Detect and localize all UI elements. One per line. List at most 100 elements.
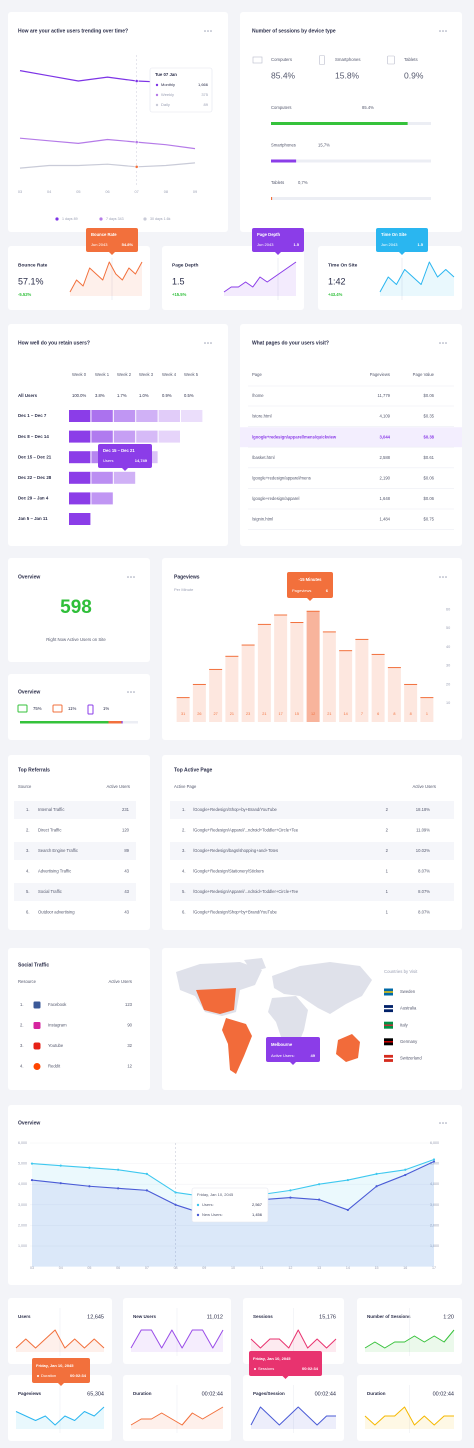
card-title: Sessions — [253, 1314, 273, 1319]
label: 1. — [26, 807, 30, 812]
label: Australia — [400, 1006, 417, 1011]
point — [346, 1208, 349, 1212]
label: Dec 15 – Dec 21 — [103, 448, 135, 453]
label: 89 — [124, 848, 129, 853]
label: Friday, Jan 10, 2045 — [197, 1192, 234, 1197]
icon — [252, 56, 263, 64]
x-tick-label: 7 — [361, 712, 363, 716]
label: 0.5% — [184, 393, 194, 398]
label: Source — [18, 784, 32, 789]
label: 11,779 — [378, 393, 391, 398]
label: 8.07% — [418, 910, 430, 915]
big-number: 598 — [60, 597, 92, 618]
label: 2. — [20, 1023, 24, 1028]
menu-dot — [445, 576, 447, 578]
point — [88, 1185, 91, 1188]
label: 4. — [182, 869, 186, 874]
card-title: Users — [18, 1314, 31, 1319]
bar — [209, 669, 223, 722]
cohort-cell — [113, 430, 136, 443]
cohort-cell — [113, 410, 136, 422]
label: 00:02:34 — [302, 1366, 319, 1371]
tooltip-dot — [196, 1213, 200, 1217]
menu-dot — [442, 342, 444, 344]
label: 2,567 — [252, 1202, 263, 1207]
label: 43 — [124, 889, 129, 894]
x-tick-label: 08 — [174, 1266, 178, 1270]
change: +15.5% — [172, 292, 187, 297]
menu-dot — [210, 30, 212, 32]
label: Daily — [161, 102, 170, 107]
label: 120 — [122, 828, 130, 833]
bar — [387, 667, 401, 722]
label: 5. — [182, 889, 186, 894]
menu-dot — [207, 342, 209, 344]
label: 1,484 — [380, 517, 391, 522]
stat-value: 00:02:44 — [202, 1391, 223, 1397]
point — [88, 1166, 91, 1169]
x-tick-label: 8 — [393, 712, 395, 716]
tooltip-pointer — [109, 252, 115, 255]
bar — [322, 631, 336, 722]
flag-stripe — [384, 1041, 393, 1043]
cohort-cell — [69, 513, 91, 525]
label: Switzerland — [400, 1056, 422, 1061]
menu-dot — [133, 691, 135, 693]
label: $0.38 — [424, 434, 435, 439]
menu-dot — [442, 576, 444, 578]
label: 90 — [127, 1023, 132, 1028]
subtitle: Per Minute — [174, 587, 194, 592]
label: Week 4 — [162, 372, 177, 377]
label: Dec 8 – Dec 14 — [18, 434, 49, 439]
cohort-cell — [113, 471, 136, 484]
label: Right Now Active Users on Site — [46, 637, 106, 642]
label: Page — [252, 372, 262, 377]
point — [145, 1189, 148, 1192]
point — [318, 1198, 321, 1201]
x-tick-label: 13 — [317, 1266, 321, 1270]
card-title: Overview — [18, 689, 40, 695]
label: 3. — [20, 1043, 24, 1048]
menu-dot — [445, 1122, 447, 1124]
sparkline — [250, 1406, 336, 1426]
label: 14,749 — [135, 458, 148, 463]
series-line — [19, 137, 196, 150]
change: -5.52% — [18, 292, 32, 297]
menu-dot — [204, 30, 206, 32]
label: Duration — [41, 1373, 56, 1378]
label: $0.61 — [424, 455, 435, 460]
label: 11.09% — [416, 828, 430, 833]
card — [8, 674, 150, 740]
label: Youtube — [48, 1043, 64, 1048]
flag-stripe — [384, 1057, 393, 1060]
label: Facebook — [48, 1002, 67, 1007]
card — [162, 246, 304, 310]
label: /Google+Redesign/Shop+by+Brand/YouTube — [193, 910, 278, 915]
label: 1 — [386, 869, 389, 874]
label: Week 5 — [184, 372, 199, 377]
card-title: Number of Sessions — [367, 1314, 411, 1319]
label: Jan 5 – Jan 11 — [18, 516, 48, 521]
sparkline-area — [365, 1407, 454, 1429]
point — [432, 1160, 436, 1163]
card — [8, 558, 150, 662]
label: /google+redesign/apparel/mens — [252, 476, 311, 481]
card — [8, 12, 228, 232]
label: 2,190 — [380, 476, 391, 481]
tooltip — [252, 228, 304, 252]
card-title: Overview — [18, 574, 40, 580]
tooltip-pointer — [275, 252, 281, 255]
x-tick-label: 17 — [432, 1266, 436, 1270]
label: Friday, Jan 10, 2045 — [253, 1356, 291, 1361]
cohort-cell — [91, 430, 113, 443]
label: Melbourne — [271, 1042, 293, 1047]
card-title: Page Depth — [172, 262, 198, 268]
label: Users: — [202, 1202, 214, 1207]
x-tick-label: 12 — [288, 1266, 292, 1270]
label: Time On Site — [381, 232, 407, 237]
label: $0.75 — [424, 517, 435, 522]
card-title: Top Referrals — [18, 767, 50, 773]
label: 3,044 — [380, 434, 391, 439]
sparkline — [250, 1329, 337, 1349]
bar-segment — [121, 721, 123, 724]
